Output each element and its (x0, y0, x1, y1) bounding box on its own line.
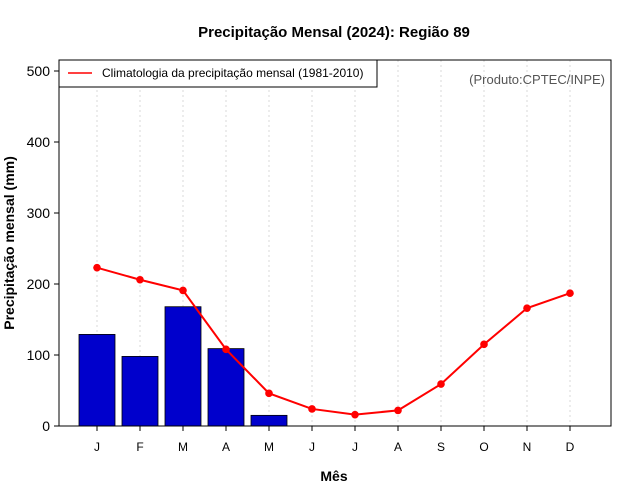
x-tick-label-7: J (352, 440, 358, 454)
climatology-point-1 (93, 263, 101, 272)
bar-1 (78, 334, 116, 427)
climatology-point-11 (523, 304, 531, 312)
x-tick-label-5: M (264, 440, 274, 454)
x-tick-label-9: S (437, 440, 445, 454)
legend: Climatologia da precipitação mensal (198… (58, 59, 378, 88)
bar-3 (164, 306, 202, 427)
y-axis: 0 100 200 300 400 500 (27, 63, 59, 434)
x-tick-label-10: O (479, 440, 488, 454)
y-tick-label-0: 0 (42, 418, 50, 434)
climatology-point-3 (179, 286, 187, 295)
climatology-point-6 (308, 405, 316, 413)
y-axis-label: Precipitação mensal (mm) (1, 156, 17, 330)
x-tick-label-12: D (566, 440, 575, 454)
climatology-point-7 (351, 410, 359, 419)
y-tick-label-400: 400 (27, 134, 51, 150)
x-tick-label-3: M (178, 440, 188, 454)
bar-2 (121, 356, 159, 427)
legend-entry-climatology: Climatologia da precipitação mensal (198… (102, 66, 363, 80)
y-tick-label-500: 500 (27, 63, 51, 79)
climatology-point-8 (394, 406, 402, 415)
climatology-point-12 (566, 289, 574, 298)
x-tick-label-11: N (523, 440, 532, 454)
source-credit: (Produto:CPTEC/INPE) (469, 72, 605, 87)
x-tick-label-2: F (136, 440, 143, 454)
bar-series (78, 306, 288, 427)
y-tick-label-100: 100 (27, 347, 51, 363)
climatology-point-4 (222, 345, 230, 354)
x-tick-label-4: A (222, 440, 230, 454)
chart-title: Precipitação Mensal (2024): Região 89 (198, 24, 470, 41)
climatology-point-5 (265, 389, 273, 398)
climatology-point-10 (480, 340, 488, 349)
climatology-line (96, 266, 571, 416)
x-tick-label-8: A (394, 440, 402, 454)
climatology-point-9 (437, 380, 445, 388)
x-axis-label: Mês (320, 468, 347, 484)
climatology-line-series (93, 263, 574, 419)
y-tick-label-200: 200 (27, 276, 51, 292)
x-tick-label-1: J (94, 440, 100, 454)
y-tick-label-300: 300 (27, 205, 51, 221)
bar-5 (250, 414, 288, 427)
bar-4 (207, 348, 245, 427)
x-tick-label-6: J (309, 440, 315, 454)
climatology-point-2 (136, 275, 144, 284)
legend-box (58, 59, 378, 88)
